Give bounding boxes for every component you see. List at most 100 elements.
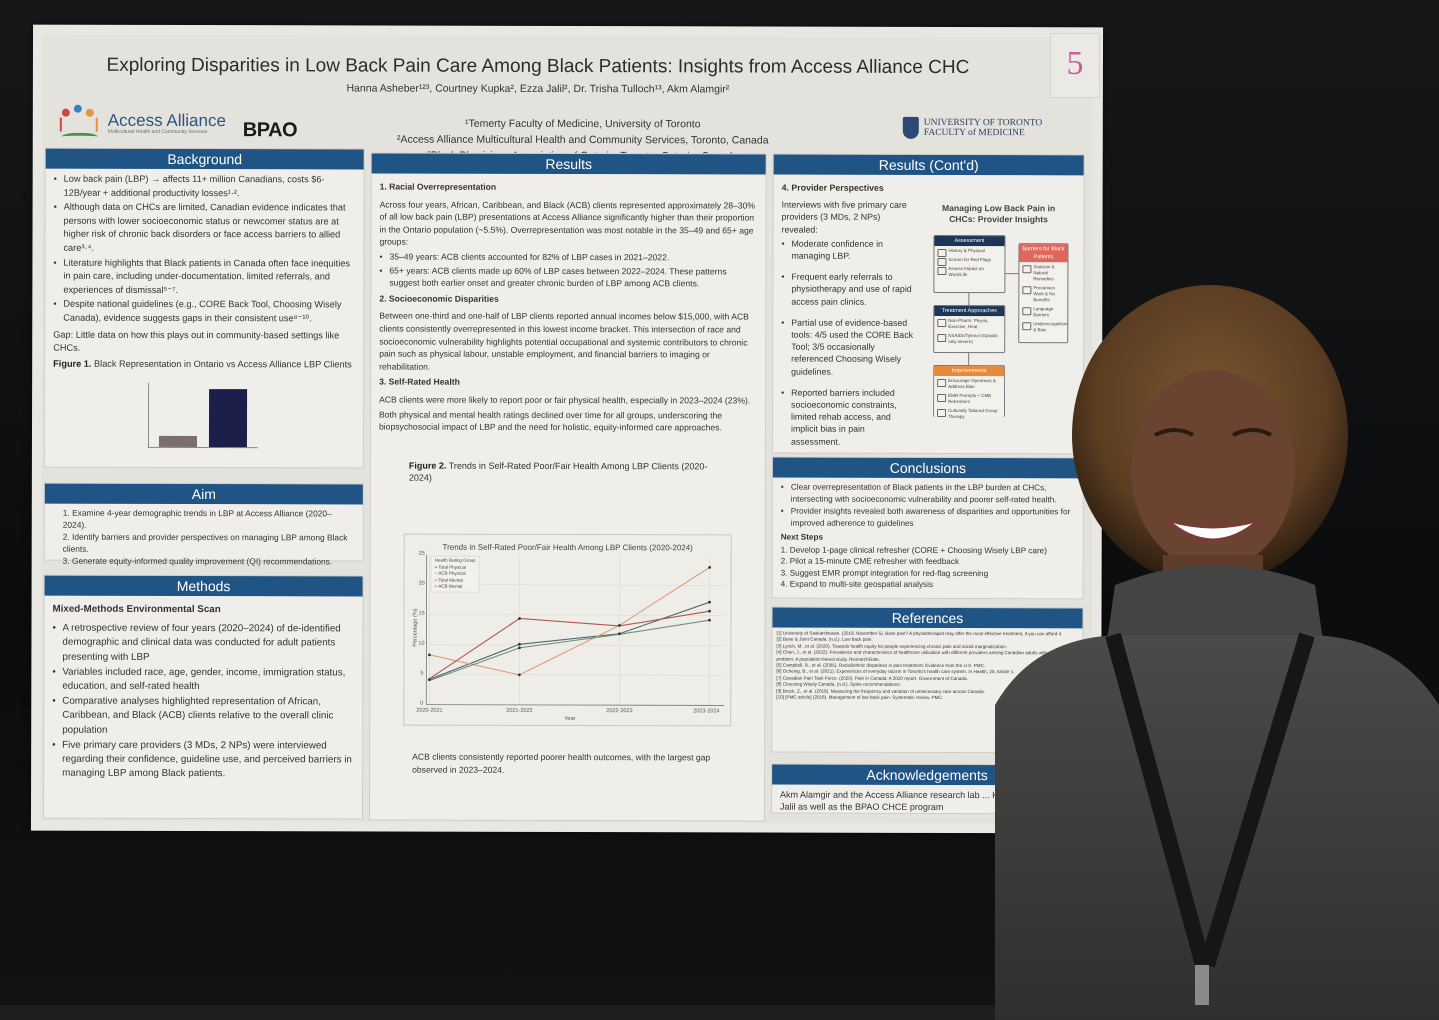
x-tick: 2020-2021 xyxy=(416,707,443,714)
affiliation-2: ²Access Alliance Multicultural Health an… xyxy=(396,133,769,147)
provider-intro: Interviews with five primary care provid… xyxy=(781,199,907,235)
aim-heading: Aim xyxy=(44,483,363,505)
sweater xyxy=(995,635,1439,1020)
background-bullet: Although data on CHCs are limited, Canad… xyxy=(53,201,355,256)
legend-entry: Total Mental xyxy=(438,577,463,583)
treatment-label: Treatment Approaches xyxy=(934,305,1005,317)
methods-subheading: Mixed-Methods Environmental Scan xyxy=(52,603,221,616)
smile xyxy=(1166,518,1260,542)
figure2-caption: Trends in Self-Rated Poor/Fair Health Am… xyxy=(408,460,708,483)
poster-authors: Hanna Asheber¹²³, Courtney Kupka², Ezza … xyxy=(346,82,730,96)
provider-bullet: Frequent early referrals to physiotherap… xyxy=(781,271,915,308)
uoft-medicine-logo: UNIVERSITY OF TORONTO FACULTY of MEDICIN… xyxy=(902,116,1043,139)
legend-entry: Total Physical xyxy=(438,564,467,570)
line-chart-plot xyxy=(425,554,725,706)
background-heading: Background xyxy=(45,148,364,170)
y-axis-label: Percentage (%) xyxy=(412,608,419,647)
treatment-item: Non-Pharm: Physio, Exercise, Heat xyxy=(934,316,1004,331)
uoft-line-1: UNIVERSITY OF TORONTO xyxy=(923,117,1043,129)
barrier-item: Stoicism & Natural Remedies xyxy=(1019,262,1067,283)
y-tick: 20 xyxy=(418,580,425,587)
figure1-caption: Black Representation in Ontario vs Acces… xyxy=(94,358,352,370)
improvement-item: Encourage Openness & Address Bias xyxy=(934,376,1004,391)
uoft-crest-icon xyxy=(902,116,919,139)
results-section-2-text: Between one-third and one-half of LBP cl… xyxy=(379,310,749,372)
improvement-item: Culturally Tailored Group Therapy xyxy=(934,406,1004,421)
presenter-person xyxy=(995,285,1439,1020)
research-gap: Gap: Little data on how this plays out i… xyxy=(53,329,340,353)
methods-bullet: A retrospective review of four years (20… xyxy=(52,622,354,665)
figure2-line-chart: Trends in Self-Rated Poor/Fair Health Am… xyxy=(403,533,732,727)
improvement-item: EMR Prompts + CME Refreshers xyxy=(934,391,1004,406)
arrow-connector xyxy=(968,353,970,366)
legend-entry: ACB Physical xyxy=(438,570,466,576)
background-bullet: Despite national guidelines (e.g., CORE … xyxy=(53,298,355,326)
bar-lbp-clients xyxy=(208,389,248,448)
x-tick: 2021-2022 xyxy=(506,707,533,714)
background-panel: Background Low back pain (LBP) → affects… xyxy=(43,147,365,469)
provider-bullet: Partial use of evidence-based tools: 4/5… xyxy=(781,316,915,377)
affiliation-1: ¹Temerty Faculty of Medicine, University… xyxy=(465,117,701,131)
assessment-item: Screen for Red Flags xyxy=(934,255,1004,264)
methods-bullet: Five primary care providers (3 MDs, 2 NP… xyxy=(52,738,354,781)
figure1-label: Figure 1. xyxy=(53,358,92,369)
assessment-item: Assess Impact on Work/Life xyxy=(934,264,1004,279)
background-bullet: Low back pain (LBP) → affects 11+ millio… xyxy=(54,173,356,201)
results-section-2-title: 2. Socioeconomic Disparities xyxy=(379,293,499,304)
provider-bullet: Reported barriers included socioeconomic… xyxy=(781,386,915,447)
access-alliance-logo: Access Alliance Multicultural Health and… xyxy=(58,103,226,143)
results-section-1-title: 1. Racial Overrepresentation xyxy=(379,181,497,192)
arrow-connector xyxy=(1005,273,1019,275)
results-section-1-text: Across four years, African, Caribbean, a… xyxy=(379,199,756,247)
methods-bullet: Comparative analyses highlighted represe… xyxy=(52,695,354,738)
methods-panel: Methods Mixed-Methods Environmental Scan… xyxy=(42,574,364,820)
treatment-item: NSAIDs/Tylenol (Opioids only severe) xyxy=(934,331,1004,346)
arrow-connector xyxy=(968,293,970,306)
results-section-3-title: 3. Self-Rated Health xyxy=(379,376,460,388)
people-icon xyxy=(58,103,102,143)
results-heading: Results xyxy=(371,153,766,175)
methods-heading: Methods xyxy=(44,575,363,597)
y-tick: 10 xyxy=(418,640,425,647)
chart-legend: Health Rating Group ━ Total Physical ━ A… xyxy=(430,555,480,593)
figure1-axes xyxy=(147,383,259,449)
diagram-title: Managing Low Back Pain in CHCs: Provider… xyxy=(941,202,1056,225)
results-age-bullet: 65+ years: ACB clients made up 60% of LB… xyxy=(379,264,757,290)
y-tick: 0 xyxy=(420,700,424,707)
assessment-label: Assessment xyxy=(934,235,1005,247)
results-contd-heading: Results (Cont'd) xyxy=(773,154,1084,176)
y-tick: 5 xyxy=(420,670,424,677)
results-panel: Results 1. Racial Overrepresentation Acr… xyxy=(368,152,767,822)
aim-item: 2. Identify barriers and provider perspe… xyxy=(62,531,348,554)
barriers-label: Barriers for Black Patients xyxy=(1019,244,1068,263)
poster-number-sticker: 5 xyxy=(1050,33,1100,98)
provider-bullet: Moderate confidence in managing LBP. xyxy=(781,237,915,262)
results-section-3-text-2: Both physical and mental health ratings … xyxy=(378,409,723,433)
x-tick: 2022-2023 xyxy=(606,708,633,715)
improvements-label: Improvements xyxy=(934,365,1005,377)
poster-title: Exploring Disparities in Low Back Pain C… xyxy=(106,54,970,79)
legend-entry: ACB Mental xyxy=(438,583,463,589)
access-alliance-name: Access Alliance xyxy=(107,110,226,130)
figure2-note: ACB clients consistently reported poorer… xyxy=(412,751,711,775)
research-poster: Exploring Disparities in Low Back Pain C… xyxy=(30,24,1104,834)
aim-panel: Aim 1. Examine 4-year demographic trends… xyxy=(43,482,364,566)
y-tick: 25 xyxy=(418,550,425,557)
aim-item: 3. Generate equity-informed quality impr… xyxy=(62,555,333,567)
aim-item: 1. Examine 4-year demographic trends in … xyxy=(62,507,332,530)
bpao-logo: BPAO xyxy=(242,119,298,142)
lanyard-clip xyxy=(1195,965,1209,1005)
figure1-bar-chart xyxy=(53,375,355,449)
poster-surface: Exploring Disparities in Low Back Pain C… xyxy=(40,34,1094,824)
assessment-item: History & Physical xyxy=(934,246,1004,255)
results-age-bullet: 35–49 years: ACB clients accounted for 8… xyxy=(379,250,757,264)
y-tick: 15 xyxy=(418,610,425,617)
results-section-3-text-1: ACB clients were more likely to report p… xyxy=(379,394,751,406)
methods-bullet: Variables included race, age, gender, in… xyxy=(52,665,354,694)
provider-perspectives-title: 4. Provider Perspectives xyxy=(781,182,884,193)
lanyard xyxy=(1105,632,1315,968)
uoft-line-2: FACULTY of MEDICINE xyxy=(923,127,1025,139)
background-bullet: Literature highlights that Black patient… xyxy=(53,256,355,298)
bar-ontario-population xyxy=(158,436,197,448)
x-tick: 2023-2024 xyxy=(693,708,720,715)
